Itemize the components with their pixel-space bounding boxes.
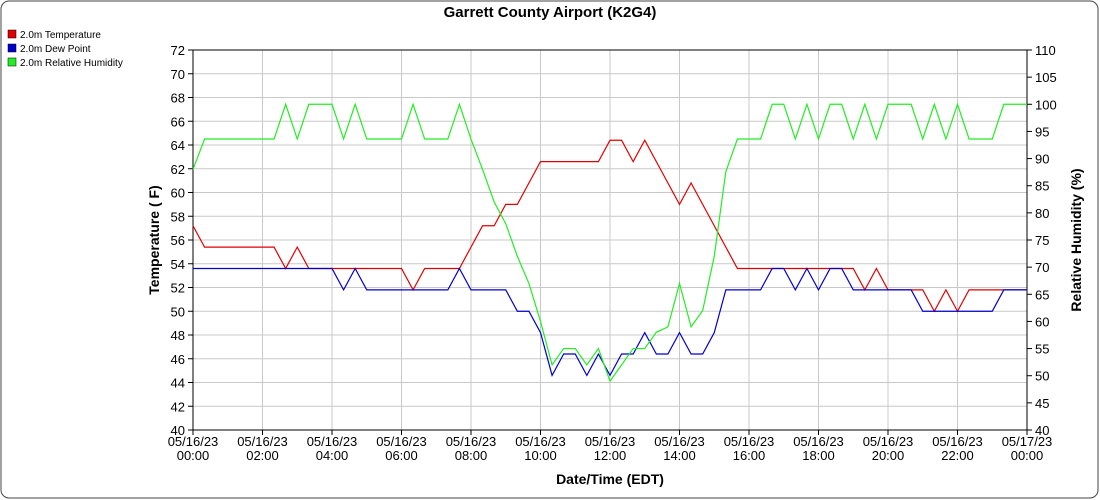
x-tick-label-line: 05/16/23 — [446, 434, 497, 449]
y-tick-label: 46 — [171, 352, 185, 367]
x-tick-label: 05/17/23 00:00 — [1002, 434, 1053, 463]
y2-tick-label: 70 — [1035, 260, 1049, 275]
legend-label: 2.0m Dew Point — [20, 44, 91, 55]
x-tick-label-line: 22:00 — [941, 448, 974, 463]
y2-tick-label: 105 — [1035, 70, 1057, 85]
y2-tick-label: 60 — [1035, 314, 1049, 329]
y-tick-label: 58 — [171, 209, 185, 224]
x-tick-label: 05/16/23 18:00 — [793, 434, 844, 463]
y-tick-label: 64 — [171, 138, 185, 153]
legend-swatch — [7, 29, 17, 39]
legend-label: 2.0m Temperature — [20, 30, 101, 41]
x-tick-label-line: 00:00 — [1011, 448, 1044, 463]
y-tick-label: 50 — [171, 304, 185, 319]
x-tick-label: 05/16/23 04:00 — [307, 434, 358, 463]
x-tick-label-line: 12:00 — [594, 448, 627, 463]
x-axis-label: Date/Time (EDT) — [556, 471, 664, 487]
x-tick-label: 05/16/23 00:00 — [168, 434, 219, 463]
y-tick-label: 72 — [171, 43, 185, 58]
x-tick-label-line: 05/16/23 — [585, 434, 636, 449]
y-tick-label: 54 — [171, 257, 185, 272]
x-tick-label: 05/16/23 16:00 — [724, 434, 775, 463]
x-tick-label-line: 00:00 — [177, 448, 210, 463]
x-tick-label: 05/16/23 02:00 — [237, 434, 288, 463]
y2-tick-label: 75 — [1035, 233, 1049, 248]
legend-label: 2.0m Relative Humidity — [20, 58, 123, 69]
x-tick-label-line: 05/16/23 — [724, 434, 775, 449]
x-tick-label-line: 05/16/23 — [376, 434, 427, 449]
y2-tick-label: 80 — [1035, 206, 1049, 221]
x-tick-label: 05/16/23 06:00 — [376, 434, 427, 463]
x-tick-label: 05/16/23 12:00 — [585, 434, 636, 463]
y-tick-label: 60 — [171, 186, 185, 201]
x-tick-label-line: 02:00 — [246, 448, 279, 463]
chart-title: Garrett County Airport (K2G4) — [444, 4, 657, 21]
x-tick-label: 05/16/23 22:00 — [932, 434, 983, 463]
x-tick-label-line: 18:00 — [802, 448, 835, 463]
y-tick-label: 66 — [171, 114, 185, 129]
x-tick-label-line: 05/16/23 — [654, 434, 705, 449]
x-tick-label-line: 05/16/23 — [793, 434, 844, 449]
legend-swatch — [7, 57, 17, 67]
y2-tick-label: 90 — [1035, 152, 1049, 167]
x-tick-label-line: 06:00 — [385, 448, 418, 463]
x-tick-label-line: 05/16/23 — [863, 434, 914, 449]
x-tick-label: 05/16/23 20:00 — [863, 434, 914, 463]
x-tick-label-line: 08:00 — [455, 448, 488, 463]
y-tick-label: 56 — [171, 233, 185, 248]
y2-tick-label: 95 — [1035, 124, 1049, 139]
y2-tick-label: 45 — [1035, 396, 1049, 411]
series-line — [192, 102, 1027, 383]
x-tick-label-line: 04:00 — [316, 448, 349, 463]
x-tick-label-line: 05/16/23 — [307, 434, 358, 449]
x-tick-label-line: 05/16/23 — [932, 434, 983, 449]
x-tick-label-line: 05/17/23 — [1002, 434, 1053, 449]
x-tick-label-line: 14:00 — [663, 448, 696, 463]
legend-swatch — [7, 43, 17, 53]
y2-tick-label: 55 — [1035, 342, 1049, 357]
y2-axis-label: Relative Humidity (%) — [1068, 168, 1084, 311]
x-tick-label-line: 05/16/23 — [237, 434, 288, 449]
y-tick-label: 62 — [171, 162, 185, 177]
series-line — [193, 267, 1027, 377]
y2-tick-label: 50 — [1035, 369, 1049, 384]
x-tick-label-line: 20:00 — [872, 448, 905, 463]
x-tick-label-line: 16:00 — [733, 448, 766, 463]
y-axis-label: Temperature ( F) — [146, 185, 162, 294]
y-tick-label: 40 — [171, 423, 185, 438]
y-tick-label: 44 — [171, 376, 185, 391]
y2-tick-label: 40 — [1035, 423, 1049, 438]
x-tick-label: 05/16/23 14:00 — [654, 434, 705, 463]
y-tick-label: 70 — [171, 67, 185, 82]
x-tick-label-line: 05/16/23 — [515, 434, 566, 449]
y-tick-label: 52 — [171, 281, 185, 296]
y2-tick-label: 110 — [1035, 43, 1056, 58]
y-tick-label: 48 — [171, 328, 185, 343]
x-tick-label: 05/16/23 10:00 — [515, 434, 566, 463]
y2-tick-label: 100 — [1035, 97, 1057, 112]
y-tick-label: 68 — [171, 91, 185, 106]
plot-area — [192, 49, 1028, 431]
x-tick-label-line: 10:00 — [524, 448, 557, 463]
y2-tick-label: 85 — [1035, 179, 1049, 194]
y2-tick-label: 65 — [1035, 287, 1049, 302]
x-tick-label: 05/16/23 08:00 — [446, 434, 497, 463]
x-tick-label-line: 05/16/23 — [168, 434, 219, 449]
y-tick-label: 42 — [171, 399, 185, 414]
